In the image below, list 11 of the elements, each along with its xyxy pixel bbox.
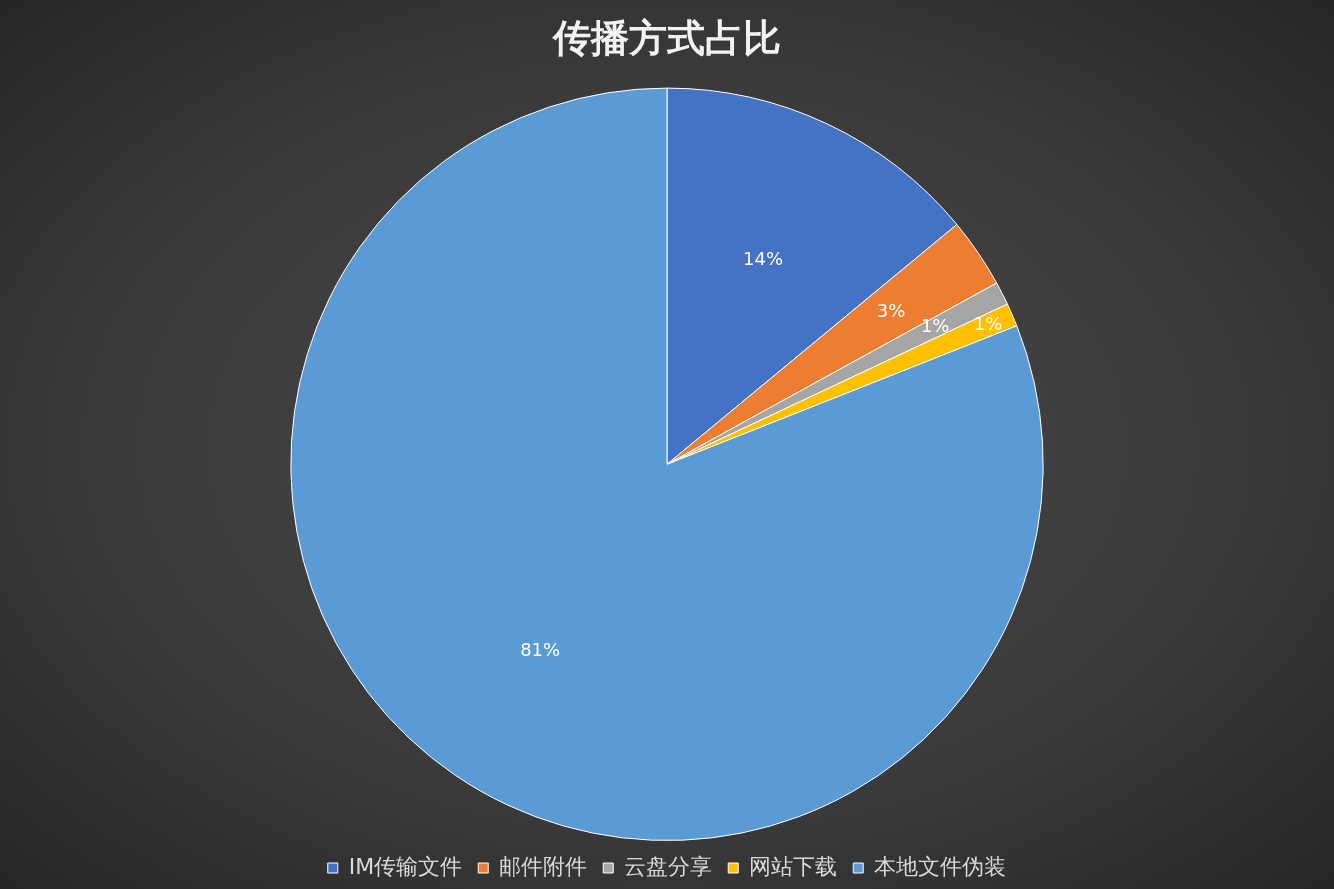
chart-title: 传播方式占比 bbox=[551, 15, 781, 60]
legend-label: 本地文件伪装 bbox=[874, 853, 1007, 879]
legend-label: 云盘分享 bbox=[624, 853, 713, 879]
data-label: 14% bbox=[743, 247, 784, 269]
data-label: 3% bbox=[876, 299, 906, 321]
data-label: 1% bbox=[920, 315, 950, 337]
data-label: 1% bbox=[973, 313, 1003, 335]
legend-label: 邮件附件 bbox=[499, 853, 588, 879]
data-label: 81% bbox=[520, 638, 561, 660]
legend-label: 网站下载 bbox=[749, 853, 838, 879]
legend-label: IM传输文件 bbox=[348, 853, 463, 879]
